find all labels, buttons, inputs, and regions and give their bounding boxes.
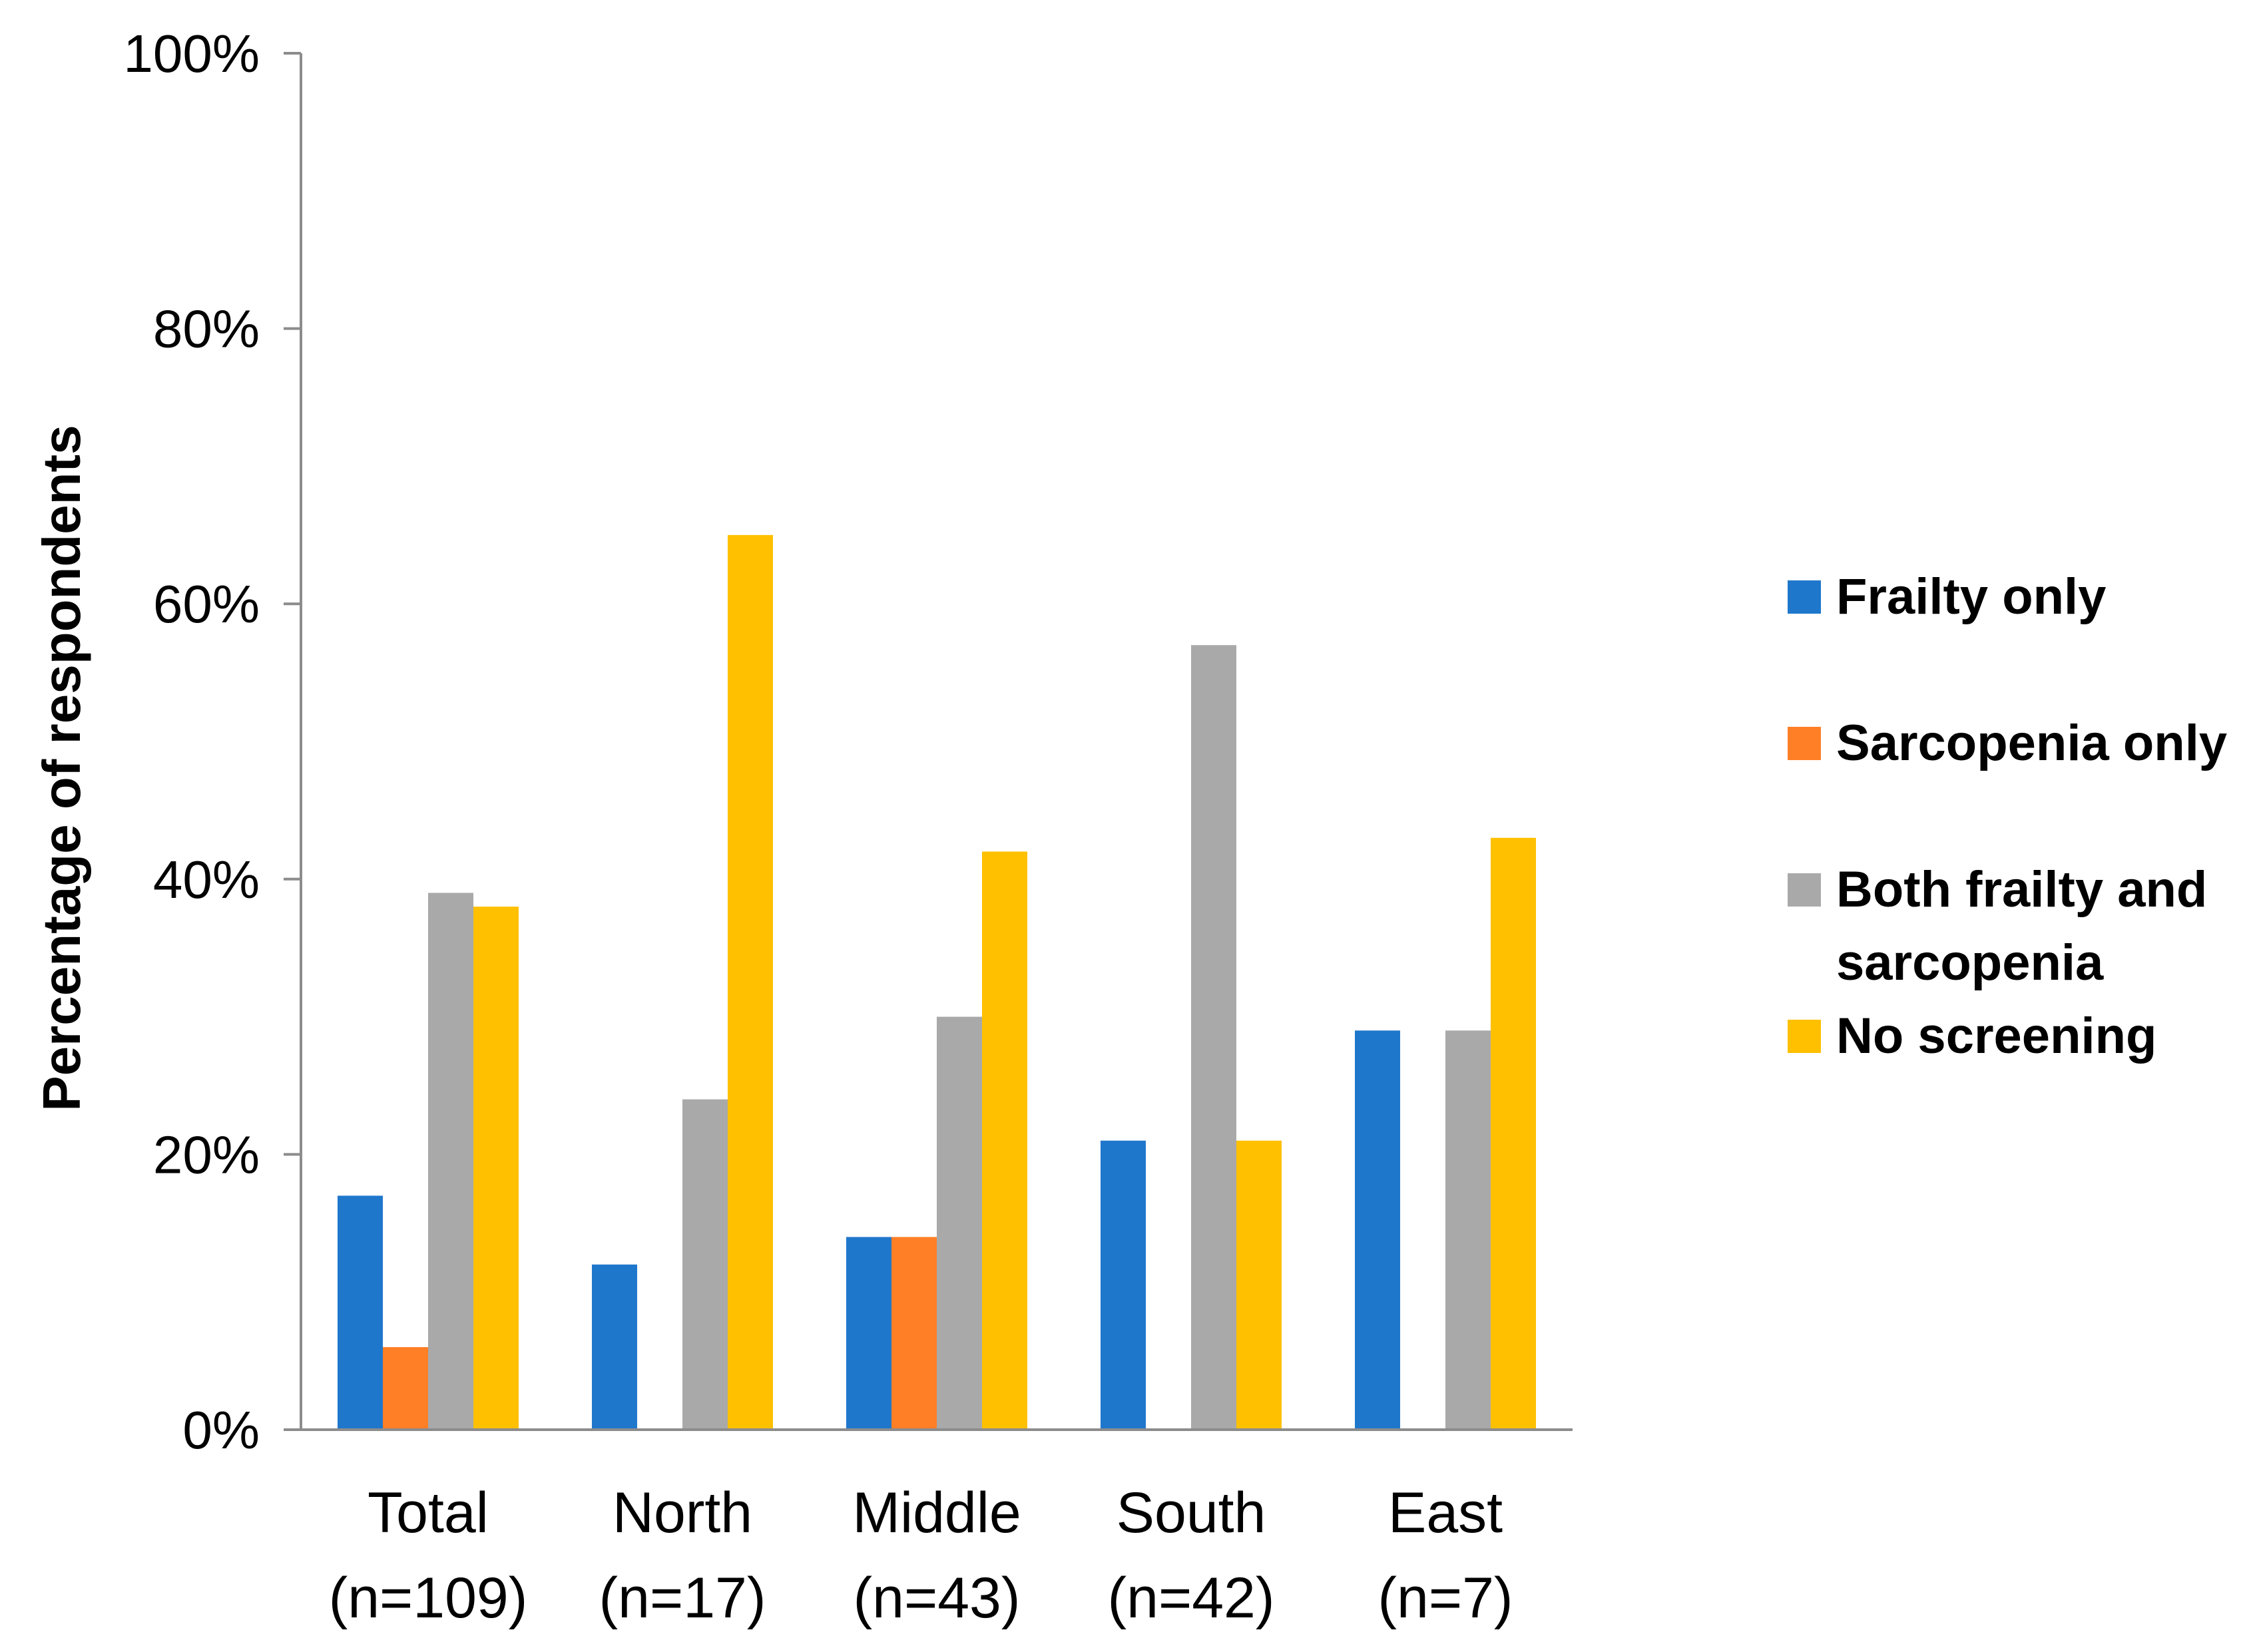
legend: Frailty only Sarcopenia only Both frailty … (1788, 568, 2227, 1064)
bar (473, 907, 519, 1430)
y-tick-label: 40% (153, 850, 260, 909)
bar (383, 1346, 428, 1430)
y-tick-label: 60% (153, 574, 260, 634)
bar (1355, 1030, 1400, 1430)
x-category-sublabel: (n=43) (854, 1566, 1021, 1630)
legend-label: Sarcopenia only (1836, 715, 2227, 771)
legend-label: Frailty only (1836, 568, 2106, 625)
bar (1191, 645, 1236, 1430)
bar (982, 851, 1027, 1430)
bar (1445, 1030, 1491, 1430)
x-category-sublabel: (n=109) (329, 1566, 528, 1630)
bar (682, 1099, 728, 1430)
legend-label: No screening (1836, 1008, 2156, 1064)
legend-label: Both frailty and (1836, 861, 2207, 918)
x-category-sublabel: (n=7) (1378, 1566, 1513, 1630)
x-category-label: East (1388, 1481, 1503, 1545)
y-tick-label: 100% (123, 24, 260, 83)
bar (428, 893, 473, 1430)
x-category-label: North (613, 1481, 752, 1545)
bar (338, 1195, 383, 1430)
bar (1491, 837, 1536, 1430)
y-axis-title: Percentage of respondents (32, 425, 91, 1111)
legend-swatch (1788, 727, 1821, 760)
bar (891, 1237, 937, 1430)
y-tick-label: 0% (182, 1400, 260, 1460)
legend-swatch (1788, 873, 1821, 907)
x-category-sublabel: (n=17) (599, 1566, 766, 1630)
bar (1236, 1140, 1282, 1430)
bar (846, 1237, 891, 1430)
legend-label: sarcopenia (1836, 934, 2104, 991)
y-tick-label: 80% (153, 300, 260, 359)
legend-swatch (1788, 1020, 1821, 1053)
x-category-sublabel: (n=42) (1108, 1566, 1275, 1630)
bar (1101, 1140, 1146, 1430)
bar (728, 534, 773, 1430)
x-category-label: Total (368, 1481, 489, 1545)
bar (592, 1264, 637, 1430)
x-category-label: Middle (852, 1481, 1021, 1545)
y-tick-label: 20% (153, 1125, 260, 1184)
plot-area: 0% 20% 40% 60% 80% 100% Percentage of responde… (32, 24, 1573, 1630)
x-category-label: South (1117, 1481, 1266, 1545)
legend-swatch (1788, 580, 1821, 614)
bar (937, 1016, 982, 1430)
